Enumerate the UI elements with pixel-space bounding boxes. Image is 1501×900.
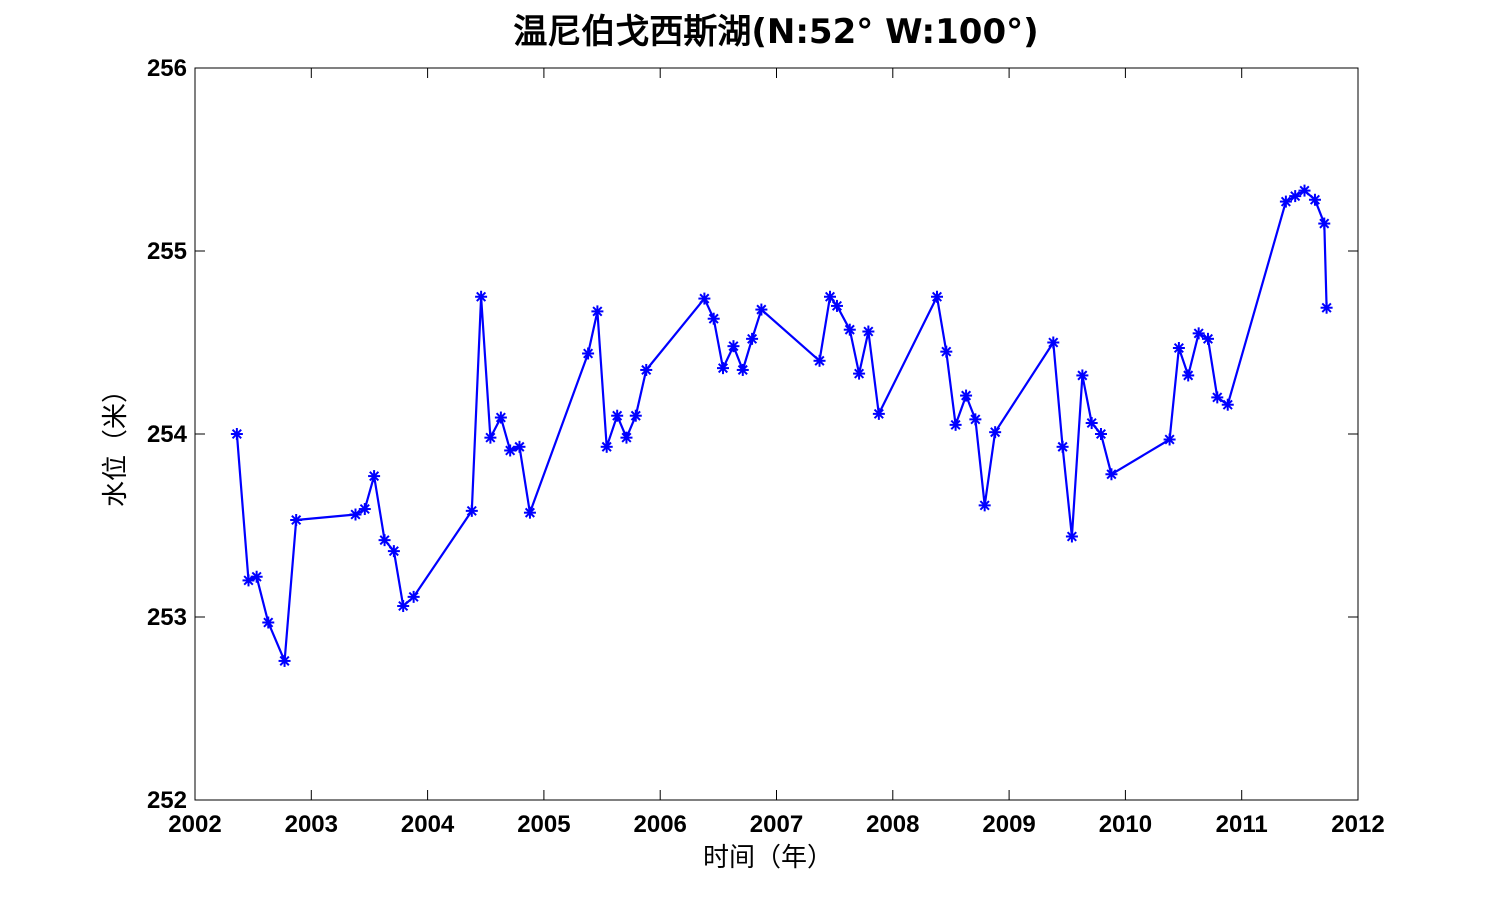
x-tick-label: 2008	[866, 811, 919, 838]
x-tick-label: 2006	[634, 811, 687, 838]
data-point-marker	[1065, 530, 1078, 543]
y-tick-label: 253	[147, 604, 187, 631]
data-point-marker	[465, 504, 478, 517]
data-point-marker	[611, 409, 624, 422]
data-point-marker	[813, 354, 826, 367]
data-point-marker	[230, 428, 243, 440]
x-axis-label: 时间（年）	[703, 843, 833, 873]
data-point-marker	[746, 332, 759, 345]
data-point-marker	[358, 503, 371, 516]
x-tick-label: 2004	[401, 811, 455, 838]
data-point-marker	[1163, 433, 1176, 446]
x-tick-label: 2007	[750, 811, 803, 838]
data-point-marker	[823, 290, 836, 303]
y-axis-ticks: 252 253 254 255 256	[147, 55, 1358, 814]
data-point-marker	[1105, 468, 1118, 481]
data-point-marker	[407, 590, 420, 603]
data-point-marker	[591, 305, 604, 318]
data-point-marker	[349, 508, 362, 521]
data-point-marker	[736, 363, 749, 376]
data-point-marker	[278, 654, 291, 667]
data-point-marker	[1076, 369, 1089, 382]
y-tick-label: 254	[147, 421, 188, 448]
x-tick-label: 2010	[1099, 811, 1152, 838]
data-point-marker	[397, 600, 410, 613]
data-point-marker	[1318, 217, 1331, 230]
data-point-marker	[582, 347, 595, 360]
data-point-marker	[940, 345, 953, 358]
data-point-marker	[523, 506, 536, 519]
data-point-marker	[843, 323, 856, 336]
data-point-marker	[1221, 398, 1234, 411]
data-point-marker	[989, 426, 1002, 439]
y-axis-label: 水位（米）	[101, 377, 131, 507]
data-point-marker	[629, 409, 642, 422]
data-point-marker	[513, 440, 526, 453]
y-tick-label: 255	[147, 238, 187, 265]
data-point-marker	[1320, 301, 1333, 314]
data-point-marker	[368, 470, 381, 483]
data-point-marker	[640, 363, 653, 376]
data-point-marker	[1289, 190, 1302, 203]
data-point-marker	[1085, 417, 1098, 430]
data-point-marker	[1201, 332, 1214, 345]
data-point-marker	[1211, 391, 1224, 404]
data-point-marker	[1182, 369, 1195, 382]
x-tick-label: 2009	[982, 811, 1035, 838]
data-point-marker	[620, 431, 633, 444]
data-point-marker	[1094, 428, 1107, 440]
data-point-marker	[949, 418, 962, 431]
data-point-marker	[262, 616, 275, 629]
x-tick-label: 2003	[285, 811, 338, 838]
data-point-marker	[600, 440, 613, 453]
chart-title: 温尼伯戈西斯湖(N:52° W:100°)	[513, 12, 1038, 52]
data-point-marker	[475, 290, 488, 303]
data-point-marker	[862, 325, 875, 338]
x-axis-ticks: 2002 2003 2004 2005 2006 2007 2008 2009 2010 2011…	[168, 68, 1385, 838]
x-tick-label: 2011	[1216, 811, 1268, 838]
y-tick-label: 252	[147, 787, 187, 814]
data-point-marker	[1192, 327, 1205, 340]
series-layer	[230, 184, 1333, 667]
x-tick-label: 2002	[168, 811, 221, 838]
data-point-marker	[1056, 440, 1069, 453]
data-point-marker	[872, 407, 885, 420]
data-point-marker	[717, 362, 730, 375]
data-point-marker	[1279, 195, 1292, 208]
data-point-marker	[250, 570, 263, 583]
data-point-marker	[494, 411, 507, 424]
x-tick-label: 2012	[1331, 811, 1384, 838]
x-tick-label: 2005	[517, 811, 570, 838]
data-point-marker	[1172, 341, 1185, 354]
data-point-marker	[978, 499, 991, 512]
data-point-marker	[1047, 336, 1060, 349]
data-point-marker	[698, 292, 711, 305]
data-point-marker	[960, 389, 973, 402]
data-point-marker	[755, 303, 768, 316]
data-point-marker	[378, 534, 391, 547]
y-tick-label: 256	[147, 55, 187, 82]
data-point-marker	[830, 299, 843, 312]
data-point-marker	[504, 444, 517, 457]
data-point-marker	[707, 312, 720, 325]
data-point-marker	[1298, 184, 1311, 197]
data-point-marker	[290, 514, 303, 527]
data-point-marker	[484, 431, 497, 444]
data-point-marker	[930, 290, 943, 303]
data-point-marker	[387, 545, 400, 558]
data-point-marker	[1308, 193, 1321, 206]
data-point-marker	[969, 413, 982, 426]
data-point-marker	[727, 340, 740, 353]
data-point-marker	[853, 367, 866, 380]
